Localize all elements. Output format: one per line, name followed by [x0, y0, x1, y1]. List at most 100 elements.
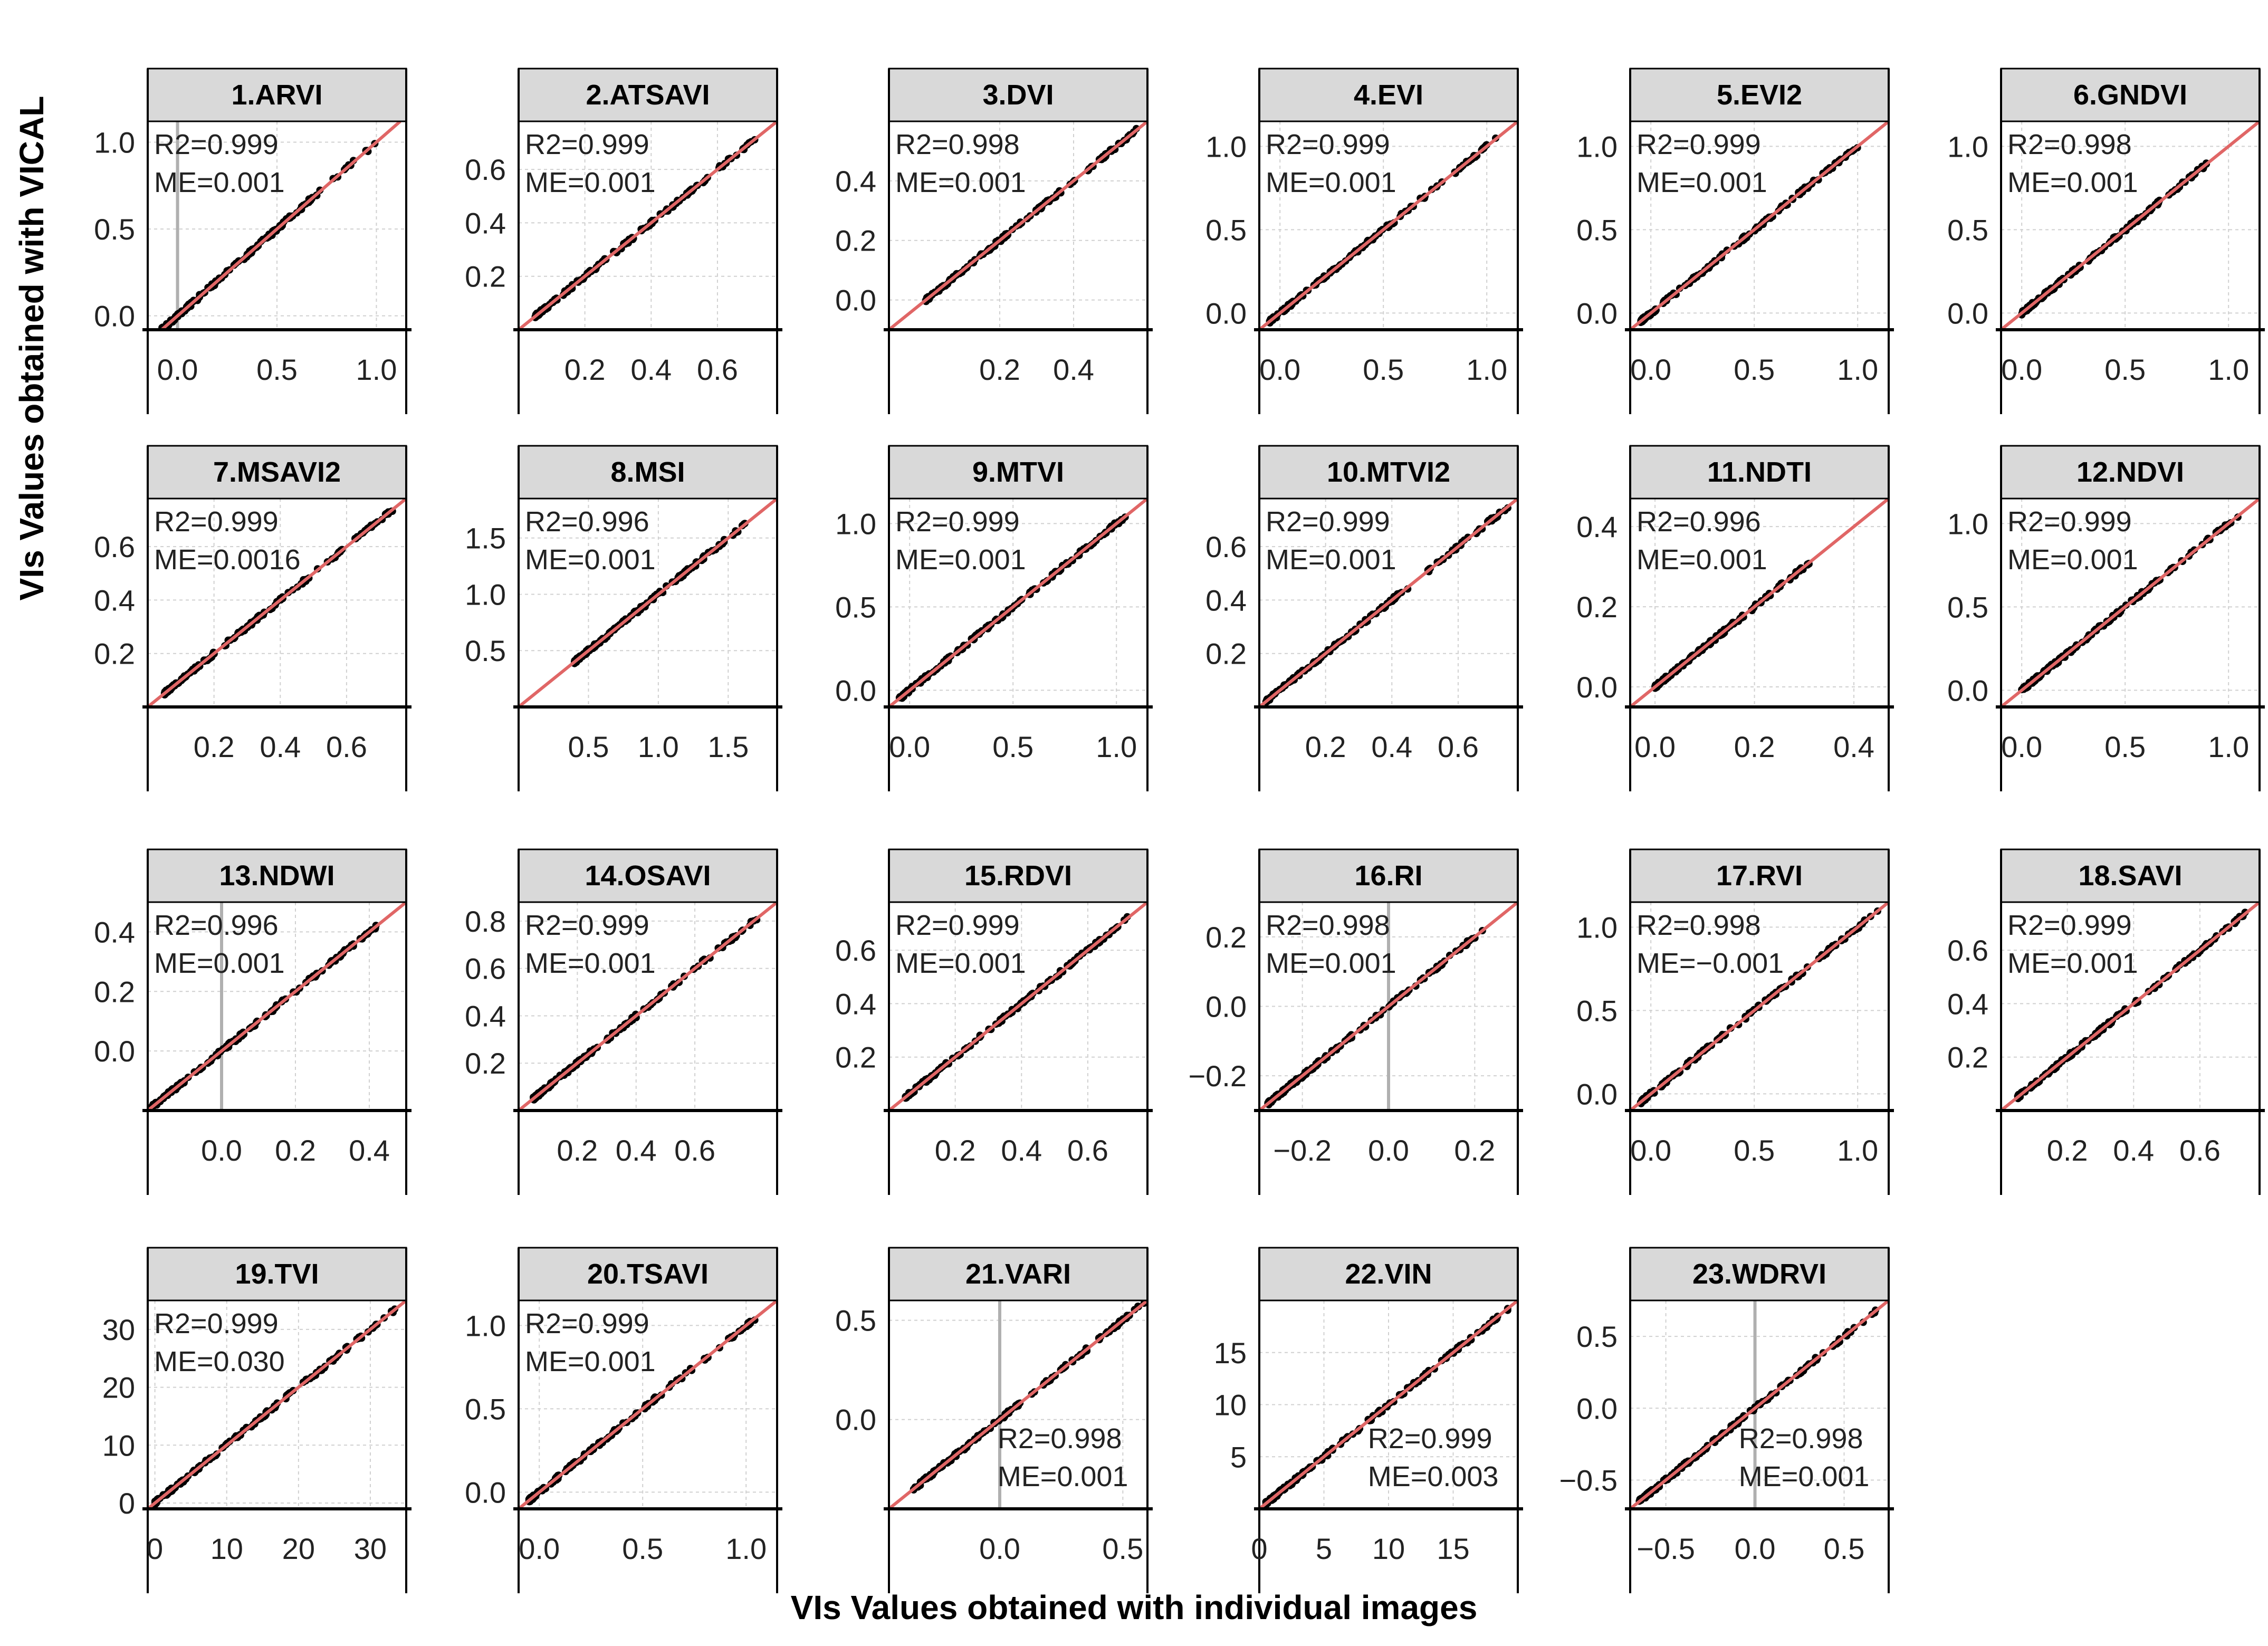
r2-annotation: R2=0.999: [1368, 1423, 1492, 1454]
x-tick-label: 1.0: [1837, 353, 1878, 386]
y-tick-label: 0.2: [1205, 921, 1247, 954]
y-tick-label: 1.0: [835, 507, 876, 540]
y-tick-label: 5: [1230, 1440, 1247, 1473]
x-tick-label: 1.0: [638, 730, 679, 763]
facet-panel: 12.NDVI 0.0 0.5 1.0 0.0 0.5 1.0 R2=0.999 ME=0.00…: [1947, 445, 2265, 791]
y-tick-label: 0.2: [835, 224, 876, 257]
facet-panel: 16.RI −0.2 0.0 0.2 −0.2 0.0 0.2 R2=0.998 ME=0.00…: [1188, 848, 1523, 1195]
y-tick-label: 0.5: [1205, 213, 1247, 246]
x-tick-label: 1.5: [707, 730, 749, 763]
scatter-points: [889, 902, 1147, 1111]
me-annotation: ME=0.001: [2007, 167, 2138, 198]
facet-panel: 19.TVI 0 10 20 30 0 10 20 30 R2=0.999 ME=0.030: [102, 1247, 412, 1593]
scatter-points: [148, 1300, 406, 1509]
me-annotation: ME=0.001: [1637, 544, 1767, 576]
x-tick-label: 0.0: [979, 1532, 1020, 1565]
y-tick-label: 0.5: [1947, 213, 1988, 246]
fit-line: [160, 121, 401, 330]
facet-title: 13.NDWI: [219, 860, 334, 892]
y-tick-label: 0.0: [835, 284, 876, 317]
y-tick-label: 0.5: [1947, 590, 1988, 624]
scatter-points: [519, 1300, 777, 1509]
scatter-points: [1630, 1300, 1889, 1509]
x-tick-label: 0.6: [1438, 730, 1479, 763]
facet-panel: 8.MSI 0.5 1.0 1.5 0.5 1.0 1.5 R2=0.996 ME=0.001: [465, 445, 782, 791]
fit-line: [148, 902, 406, 1111]
y-tick-label: 0.0: [94, 1035, 135, 1068]
x-tick-label: 1.0: [2208, 353, 2249, 386]
facet-strip: [2000, 68, 2261, 122]
y-tick-label: 0.6: [835, 934, 876, 967]
facet-panel: 14.OSAVI 0.2 0.4 0.6 0.8 0.2 0.4 0.6 R2=0.999 ME=…: [465, 848, 782, 1195]
facet-panel: 9.MTVI 0.0 0.5 1.0 0.0 0.5 1.0 R2=0.999 ME=0.001: [835, 445, 1153, 791]
fit-line: [148, 1300, 406, 1509]
facet-title: 21.VARI: [965, 1258, 1071, 1290]
x-tick-label: 10: [210, 1532, 243, 1565]
y-tick-label: 0.5: [1576, 1320, 1618, 1353]
facet-title: 6.GNDVI: [2073, 79, 2187, 111]
facet-panel: 7.MSAVI2 0.2 0.4 0.6 0.2 0.4 0.6 R2=0.999 ME=0.0…: [94, 445, 412, 791]
me-annotation: ME=0.001: [154, 167, 285, 198]
facet-panel: 22.VIN 5 10 15 0 5 10 15 R2=0.999 ME=0.003: [1214, 1247, 1523, 1593]
scatter-points: [519, 499, 777, 707]
facet-panel: 5.EVI2 0.0 0.5 1.0 0.0 0.5 1.0 R2=0.999 ME=0.001: [1576, 68, 1894, 414]
r2-annotation: R2=0.998: [1266, 910, 1390, 941]
x-tick-label: 1.0: [725, 1532, 767, 1565]
r2-annotation: R2=0.999: [2007, 506, 2132, 538]
x-tick-label: 0.4: [2113, 1134, 2154, 1167]
facet-strip: [1629, 1247, 1890, 1302]
me-annotation: ME=0.001: [1637, 167, 1767, 198]
x-tick-label: 0.6: [2179, 1134, 2221, 1167]
facet-title: 22.VIN: [1345, 1258, 1432, 1290]
y-tick-label: −0.5: [1559, 1464, 1618, 1497]
x-tick-label: 0.5: [1734, 353, 1775, 386]
x-tick-label: 0: [1251, 1532, 1267, 1565]
r2-annotation: R2=0.999: [154, 129, 279, 160]
x-tick-label: 0.0: [889, 730, 930, 763]
facet-panel: 2.ATSAVI 0.2 0.4 0.6 0.2 0.4 0.6 R2=0.999 ME=0.0…: [465, 68, 782, 414]
scatter-points: [1259, 1300, 1518, 1509]
x-tick-label: 0.0: [1735, 1532, 1776, 1565]
y-tick-label: 0.0: [1205, 990, 1247, 1023]
x-tick-label: 0.6: [697, 353, 738, 386]
facet-strip: [1258, 68, 1519, 122]
facet-strip: [1258, 1247, 1519, 1302]
x-tick-label: 0.2: [194, 730, 235, 763]
x-axis-title: VIs Values obtained with individual imag…: [790, 1588, 1478, 1626]
fit-line: [889, 1300, 1147, 1509]
y-tick-label: 0.0: [1947, 674, 1988, 707]
fit-line: [1259, 1300, 1518, 1509]
x-tick-label: 0.5: [2104, 730, 2146, 763]
facet-strip: [888, 68, 1149, 122]
r2-annotation: R2=0.998: [1637, 910, 1761, 941]
x-tick-label: 0.2: [557, 1134, 598, 1167]
y-tick-label: 1.0: [465, 578, 506, 611]
x-tick-label: 0.0: [1259, 353, 1300, 386]
r2-annotation: R2=0.998: [2007, 129, 2132, 160]
y-tick-label: 0: [119, 1487, 135, 1520]
me-annotation: ME=0.001: [895, 167, 1026, 198]
y-tick-label: 0.6: [1205, 530, 1247, 563]
fit-line: [519, 121, 777, 330]
facet-panel: 15.RDVI 0.2 0.4 0.6 0.2 0.4 0.6 R2=0.999 ME=0.00…: [835, 848, 1153, 1195]
x-tick-label: 10: [1372, 1532, 1405, 1565]
facet-panel: 4.EVI 0.0 0.5 1.0 0.0 0.5 1.0 R2=0.999 ME=0.001: [1205, 68, 1523, 414]
scatter-points: [889, 121, 1147, 330]
facet-panel: 13.NDWI 0.0 0.2 0.4 0.0 0.2 0.4 R2=0.996 ME=0.00…: [94, 848, 412, 1195]
me-annotation: ME=0.001: [154, 948, 285, 979]
scatter-points: [1259, 121, 1518, 330]
y-tick-label: 0.0: [835, 1403, 876, 1437]
fit-line: [1259, 499, 1518, 707]
x-tick-label: 0.4: [1053, 353, 1094, 386]
x-tick-label: 1.0: [1466, 353, 1507, 386]
x-tick-label: 0.0: [157, 353, 198, 386]
x-tick-label: 0.0: [201, 1134, 242, 1167]
y-tick-label: 0.5: [465, 634, 506, 667]
facet-strip: [147, 68, 407, 122]
x-tick-label: 0.5: [1102, 1532, 1143, 1565]
y-tick-label: 0.0: [94, 300, 135, 333]
me-annotation: ME=0.001: [998, 1461, 1128, 1492]
x-tick-label: 0.5: [1363, 353, 1404, 386]
me-annotation: ME=0.003: [1368, 1461, 1499, 1492]
me-annotation: ME=−0.001: [1637, 948, 1784, 979]
